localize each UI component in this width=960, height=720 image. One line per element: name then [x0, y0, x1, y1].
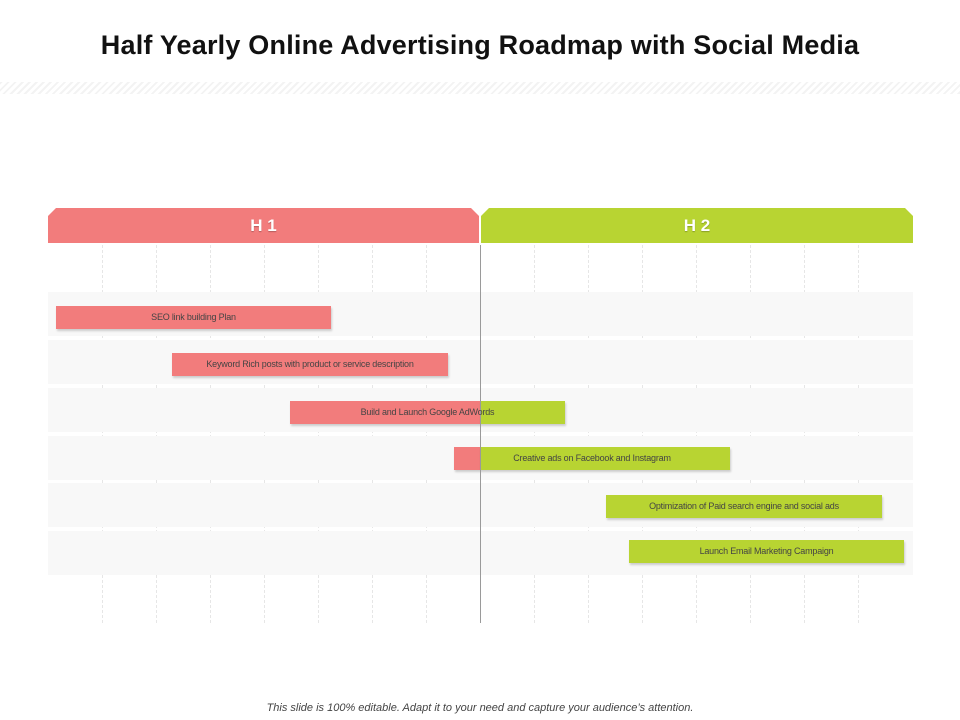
task-bar-adwords-h2	[480, 401, 565, 424]
task-bar-optimization	[606, 495, 882, 518]
grid-line	[210, 245, 211, 623]
header-h1: H 1	[48, 208, 479, 243]
task-label-adwords: Build and Launch Google AdWords	[360, 407, 495, 417]
task-bar-social-ads-h2	[480, 447, 730, 470]
grid-line	[696, 245, 697, 623]
footer-note: This slide is 100% editable. Adapt it to…	[266, 702, 694, 714]
half-divider-line	[480, 245, 481, 623]
grid-line	[858, 245, 859, 623]
grid-line	[264, 245, 265, 623]
grid-line	[318, 245, 319, 623]
grid-line	[750, 245, 751, 623]
task-label-keyword-posts: Keyword Rich posts with product or servi…	[206, 359, 414, 369]
title-underline-band	[0, 82, 960, 94]
task-label-optimization: Optimization of Paid search engine and s…	[649, 501, 839, 511]
grid-line	[804, 245, 805, 623]
task-bar-seo	[56, 306, 331, 329]
task-bar-social-ads-h1	[454, 447, 480, 470]
grid-line	[102, 245, 103, 623]
grid-line	[426, 245, 427, 623]
task-label-seo: SEO link building Plan	[151, 312, 236, 322]
task-label-social-ads: Creative ads on Facebook and Instagram	[513, 453, 671, 463]
grid-line	[534, 245, 535, 623]
header-h2: H 2	[481, 208, 913, 243]
page-title: Half Yearly Online Advertising Roadmap w…	[100, 30, 860, 60]
task-bar-adwords-h1	[290, 401, 480, 424]
task-bar-keyword-posts	[172, 353, 448, 376]
grid-line	[642, 245, 643, 623]
task-bar-email-campaign	[629, 540, 904, 563]
task-label-email-campaign: Launch Email Marketing Campaign	[699, 546, 834, 556]
grid-line	[588, 245, 589, 623]
grid-line	[372, 245, 373, 623]
grid-line	[156, 245, 157, 623]
